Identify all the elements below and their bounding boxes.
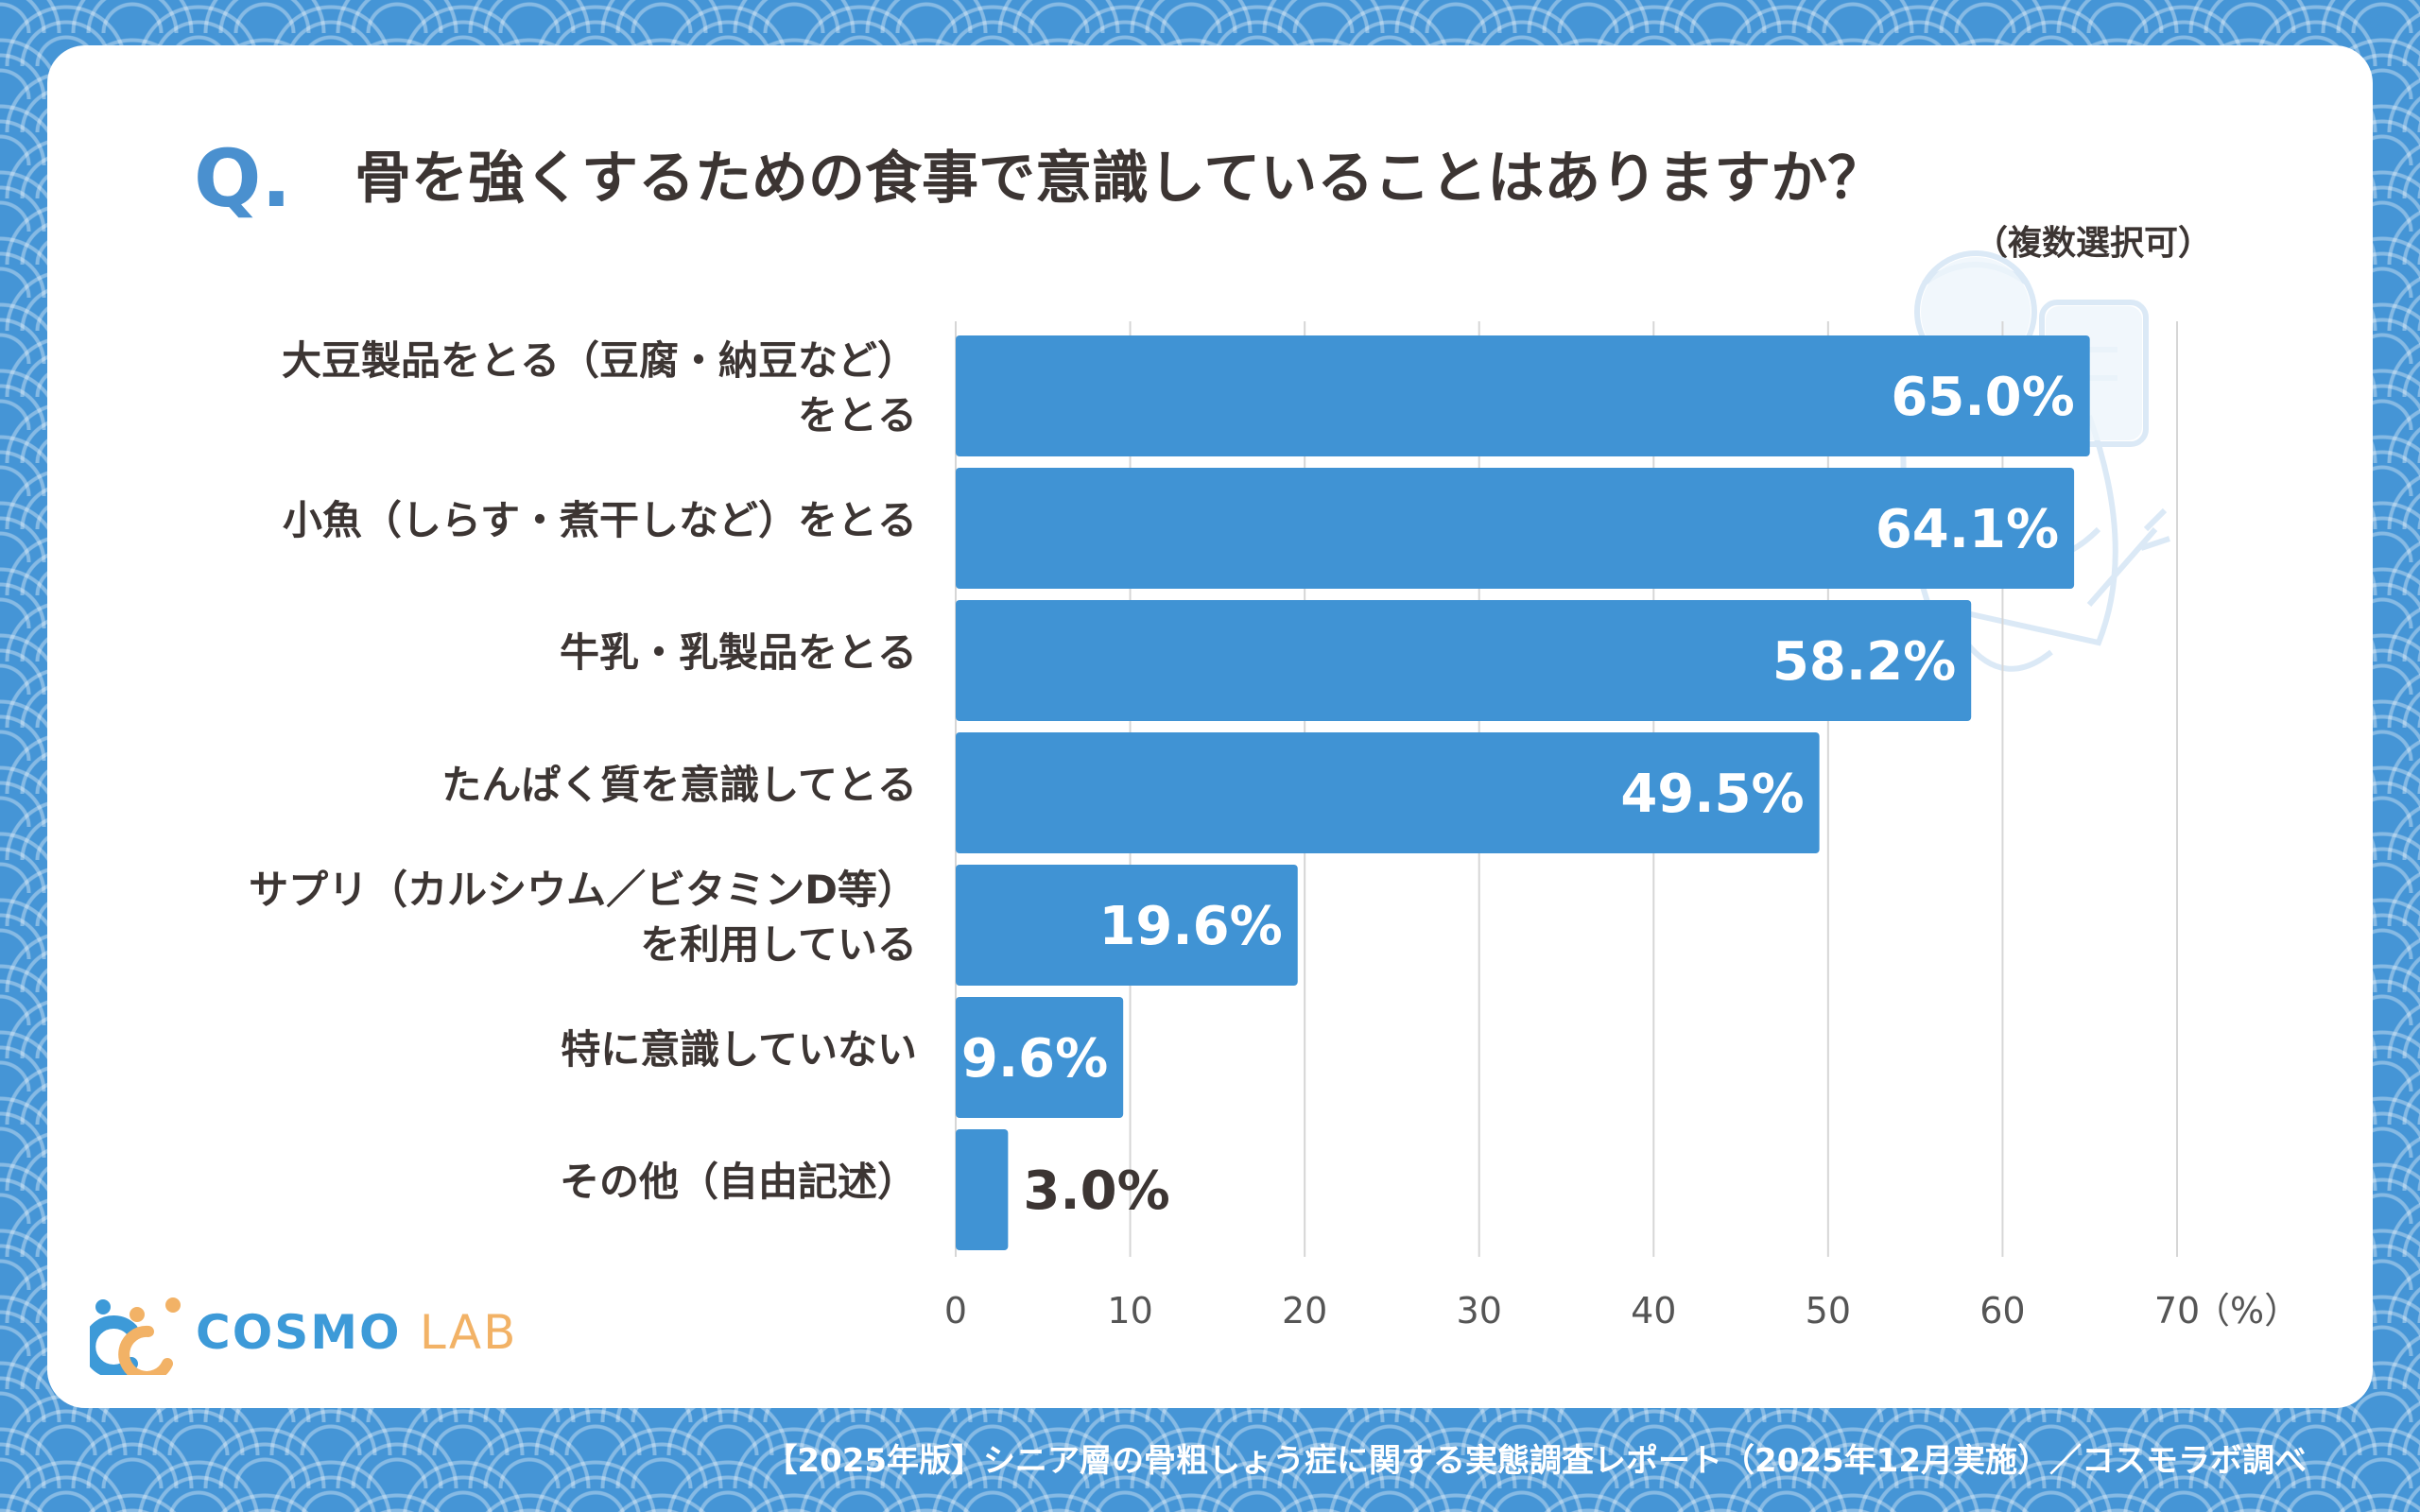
bar-value-label: 65.0% bbox=[1891, 367, 2074, 428]
cosmo-lab-logo-icon bbox=[90, 1297, 181, 1375]
category-label: サプリ（カルシウム／ビタミンD等） を利用している bbox=[249, 863, 917, 972]
x-tick-label: 40 bbox=[1631, 1290, 1676, 1332]
bar bbox=[956, 600, 1972, 721]
bar-value-label: 64.1% bbox=[1876, 499, 2059, 560]
brand-name-lab: LAB bbox=[419, 1305, 518, 1360]
category-label-line: 小魚（しらす・煮干しなど）をとる bbox=[282, 497, 917, 543]
x-unit-label: （%） bbox=[2194, 1290, 2300, 1332]
x-tick-label: 0 bbox=[944, 1290, 967, 1332]
category-label-line: その他（自由記述） bbox=[559, 1159, 917, 1205]
bar bbox=[956, 997, 1124, 1118]
category-label: その他（自由記述） bbox=[560, 1155, 917, 1210]
brand-name-cosmo: COSMO bbox=[196, 1305, 402, 1360]
chart-title: 骨を強くするための食事で意識していることはありますか？ bbox=[354, 146, 1885, 212]
question-mark-label: Q. bbox=[194, 132, 292, 225]
category-label-line: サプリ（カルシウム／ビタミンD等） bbox=[249, 867, 917, 913]
x-tick-label: 60 bbox=[1979, 1290, 2025, 1332]
category-label-line: をとる bbox=[797, 392, 917, 438]
source-footer: 【2025年版】シニア層の骨粗しょう症に関する実態調査レポート（2025年12月… bbox=[765, 1442, 2307, 1480]
category-label: 大豆製品をとる（豆腐・納豆など） をとる bbox=[282, 334, 917, 443]
bar bbox=[956, 468, 2075, 589]
x-tick-label: 20 bbox=[1282, 1290, 1327, 1332]
x-tick-label: 30 bbox=[1457, 1290, 1502, 1332]
category-label: 小魚（しらす・煮干しなど）をとる bbox=[283, 493, 917, 548]
category-label: 特に意識していない bbox=[561, 1022, 917, 1077]
category-label-line: 特に意識していない bbox=[561, 1026, 917, 1073]
category-label-line: 牛乳・乳製品をとる bbox=[559, 629, 917, 676]
bar-value-label: 19.6% bbox=[1098, 896, 1282, 957]
bar-value-label: 3.0% bbox=[1023, 1160, 1169, 1222]
x-tick-label: 50 bbox=[1806, 1290, 1851, 1332]
bar-value-label: 49.5% bbox=[1620, 764, 1804, 825]
chart-subtitle: （複数選択可） bbox=[1973, 224, 2212, 263]
bar-value-label: 9.6% bbox=[961, 1028, 1108, 1090]
bar bbox=[956, 335, 2090, 456]
bar-value-label: 58.2% bbox=[1772, 631, 1956, 693]
bar bbox=[956, 1129, 1009, 1250]
category-label-line: を利用している bbox=[640, 921, 917, 968]
bar bbox=[956, 732, 1820, 853]
brand-logo: COSMO LAB bbox=[90, 1297, 517, 1375]
x-tick-label: 10 bbox=[1107, 1290, 1152, 1332]
category-label: 牛乳・乳製品をとる bbox=[560, 626, 917, 680]
brand-name: COSMO LAB bbox=[196, 1305, 517, 1360]
category-label-line: 大豆製品をとる（豆腐・納豆など） bbox=[281, 337, 917, 384]
category-label: たんぱく質を意識してとる bbox=[441, 758, 917, 813]
bar bbox=[956, 865, 1298, 986]
category-label-line: たんぱく質を意識してとる bbox=[441, 762, 917, 808]
x-tick-label: 70 bbox=[2154, 1290, 2200, 1332]
